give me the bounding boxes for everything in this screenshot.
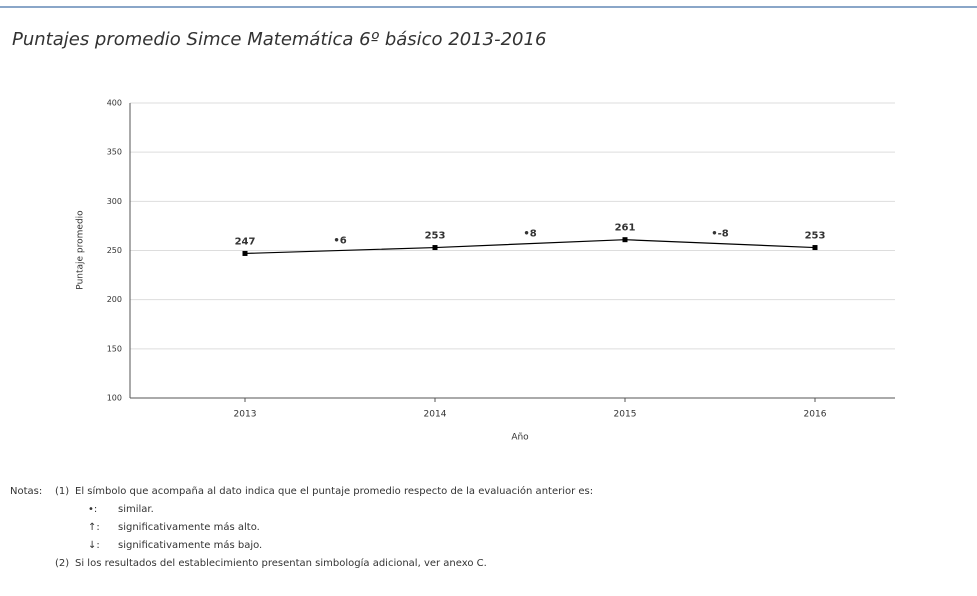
data-point [622,237,628,243]
data-line [244,239,816,255]
note-marker: (1) [55,486,69,497]
y-tick-label: 250 [107,246,122,255]
notes-label: Notas: [10,486,42,497]
annotation: •6 [333,236,346,247]
note-text: Si los resultados del establecimiento pr… [75,557,487,569]
y-tick-label: 150 [107,344,122,353]
y-tick-label: 350 [107,148,122,157]
legend-symbol: ↑: [88,522,100,533]
chart-title: Puntajes promedio Simce Matemática 6º bá… [12,29,546,50]
y-tick-label: 400 [107,99,122,108]
legend-text: significativamente más alto. [118,521,260,533]
data-label: 247 [235,236,256,247]
note-text: El símbolo que acompaña al dato indica q… [75,485,593,497]
legend-symbol: ↓: [88,540,100,551]
x-tick-label: 2015 [614,410,637,420]
legend-text: significativamente más bajo. [118,539,262,551]
data-point [812,245,818,251]
data-label: 253 [425,231,446,242]
data-label: 261 [615,223,636,234]
y-axis-label: Puntaje promedio [76,210,86,290]
legend-symbol: •: [88,504,97,515]
x-axis-label: Año [511,433,529,443]
y-tick-label: 100 [107,394,122,403]
y-tick-label: 300 [107,197,122,206]
note-marker: (2) [55,558,69,569]
data-point [432,245,438,251]
x-tick-label: 2013 [234,410,257,420]
x-tick-label: 2016 [804,410,827,420]
data-point [242,250,248,256]
annotation: •-8 [711,229,729,240]
y-tick-label: 200 [107,295,122,304]
data-label: 253 [805,231,826,242]
x-tick-label: 2014 [424,410,447,420]
annotation: •8 [523,229,536,240]
legend-text: similar. [118,504,154,515]
